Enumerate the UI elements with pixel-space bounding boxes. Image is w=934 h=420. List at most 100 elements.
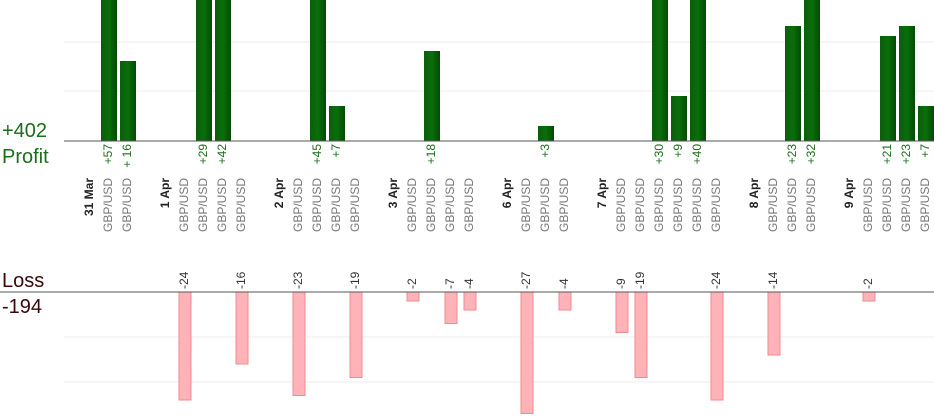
date-label: 2 Apr xyxy=(272,178,286,209)
pair-label: GBP/USD xyxy=(329,178,343,232)
pair-label: GBP/USD xyxy=(310,178,324,232)
profit-bar xyxy=(310,0,326,141)
date-label: 7 Apr xyxy=(595,178,609,209)
profit-bar xyxy=(690,0,706,141)
loss-label: Loss xyxy=(2,270,44,292)
loss-bar xyxy=(463,291,477,311)
loss-value: -4 xyxy=(557,278,571,289)
loss-total: -194 xyxy=(2,296,42,318)
profit-value: +21 xyxy=(880,144,894,165)
pair-label: GBP/USD xyxy=(215,178,229,232)
pair-label: GBP/USD xyxy=(690,178,704,232)
profit-bar xyxy=(101,0,117,141)
pair-label: GBP/USD xyxy=(101,178,115,232)
loss-value: -4 xyxy=(462,278,476,289)
profit-value: +18 xyxy=(424,144,438,165)
profit-bar xyxy=(215,0,231,141)
loss-bar xyxy=(178,291,192,401)
loss-value: -16 xyxy=(234,271,248,289)
profit-bar xyxy=(424,51,440,141)
profit-value: +57 xyxy=(101,144,115,165)
pair-label: GBP/USD xyxy=(709,178,723,232)
pair-label: GBP/USD xyxy=(804,178,818,232)
profit-bar xyxy=(804,0,820,141)
pair-label: GBP/USD xyxy=(424,178,438,232)
profit-bar xyxy=(329,106,345,141)
pair-label: GBP/USD xyxy=(557,178,571,232)
pair-label: GBP/USD xyxy=(120,178,134,232)
pair-label: GBP/USD xyxy=(177,178,191,232)
profit-value: +40 xyxy=(690,144,704,165)
pair-label: GBP/USD xyxy=(234,178,248,232)
pair-label: GBP/USD xyxy=(462,178,476,232)
loss-value: -19 xyxy=(633,271,647,289)
date-label: 6 Apr xyxy=(500,178,514,209)
loss-value: -27 xyxy=(519,271,533,289)
loss-value: -24 xyxy=(709,271,723,289)
profit-value: +30 xyxy=(652,144,666,165)
loss-bar xyxy=(710,291,724,401)
date-label: 9 Apr xyxy=(842,178,856,209)
profit-bar xyxy=(899,26,915,141)
loss-bar xyxy=(634,291,648,378)
date-label: 31 Mar xyxy=(82,178,96,216)
pair-label: GBP/USD xyxy=(614,178,628,232)
profit-bar xyxy=(196,0,212,141)
profit-label: Profit xyxy=(2,146,49,168)
pair-label: GBP/USD xyxy=(348,178,362,232)
loss-value: -7 xyxy=(443,278,457,289)
loss-value: -23 xyxy=(291,271,305,289)
profit-value: +32 xyxy=(804,144,818,165)
pair-label: GBP/USD xyxy=(671,178,685,232)
profit-value: +42 xyxy=(215,144,229,165)
date-label: 8 Apr xyxy=(747,178,761,209)
loss-value: -14 xyxy=(766,271,780,289)
profit-bar xyxy=(671,96,687,141)
loss-bar xyxy=(767,291,781,356)
pair-label: GBP/USD xyxy=(652,178,666,232)
pair-label: GBP/USD xyxy=(519,178,533,232)
profit-bar xyxy=(120,61,136,141)
profit-total: +402 xyxy=(2,120,47,142)
loss-value: -2 xyxy=(861,278,875,289)
pair-label: GBP/USD xyxy=(861,178,875,232)
pair-label: GBP/USD xyxy=(633,178,647,232)
profit-value: +3 xyxy=(538,144,552,158)
pair-label: GBP/USD xyxy=(443,178,457,232)
date-label: 3 Apr xyxy=(386,178,400,209)
profit-bar xyxy=(538,126,554,141)
profit-bar xyxy=(785,26,801,141)
loss-bar xyxy=(292,291,306,396)
profit-value: +7 xyxy=(329,144,343,158)
loss-value: -19 xyxy=(348,271,362,289)
loss-bar xyxy=(862,291,876,302)
profit-bar xyxy=(880,36,896,141)
loss-bar xyxy=(520,291,534,414)
loss-bar xyxy=(349,291,363,378)
pair-label: GBP/USD xyxy=(785,178,799,232)
pair-label: GBP/USD xyxy=(899,178,913,232)
profit-value: +7 xyxy=(918,144,932,158)
pair-label: GBP/USD xyxy=(196,178,210,232)
pair-label: GBP/USD xyxy=(405,178,419,232)
profit-value: +23 xyxy=(899,144,913,165)
profit-value: +23 xyxy=(785,144,799,165)
loss-bar xyxy=(444,291,458,324)
profit-bar xyxy=(918,106,934,141)
loss-bar xyxy=(615,291,629,333)
loss-bar xyxy=(558,291,572,311)
pair-label: GBP/USD xyxy=(880,178,894,232)
profit-value: + 16 xyxy=(120,144,134,168)
profit-value: +45 xyxy=(310,144,324,165)
date-label: 1 Apr xyxy=(158,178,172,209)
pair-label: GBP/USD xyxy=(918,178,932,232)
pair-label: GBP/USD xyxy=(291,178,305,232)
loss-value: -9 xyxy=(614,278,628,289)
pair-label: GBP/USD xyxy=(538,178,552,232)
loss-bar xyxy=(406,291,420,302)
pair-label: GBP/USD xyxy=(766,178,780,232)
profit-bar xyxy=(652,0,668,141)
loss-value: -2 xyxy=(405,278,419,289)
profit-value: +29 xyxy=(196,144,210,165)
